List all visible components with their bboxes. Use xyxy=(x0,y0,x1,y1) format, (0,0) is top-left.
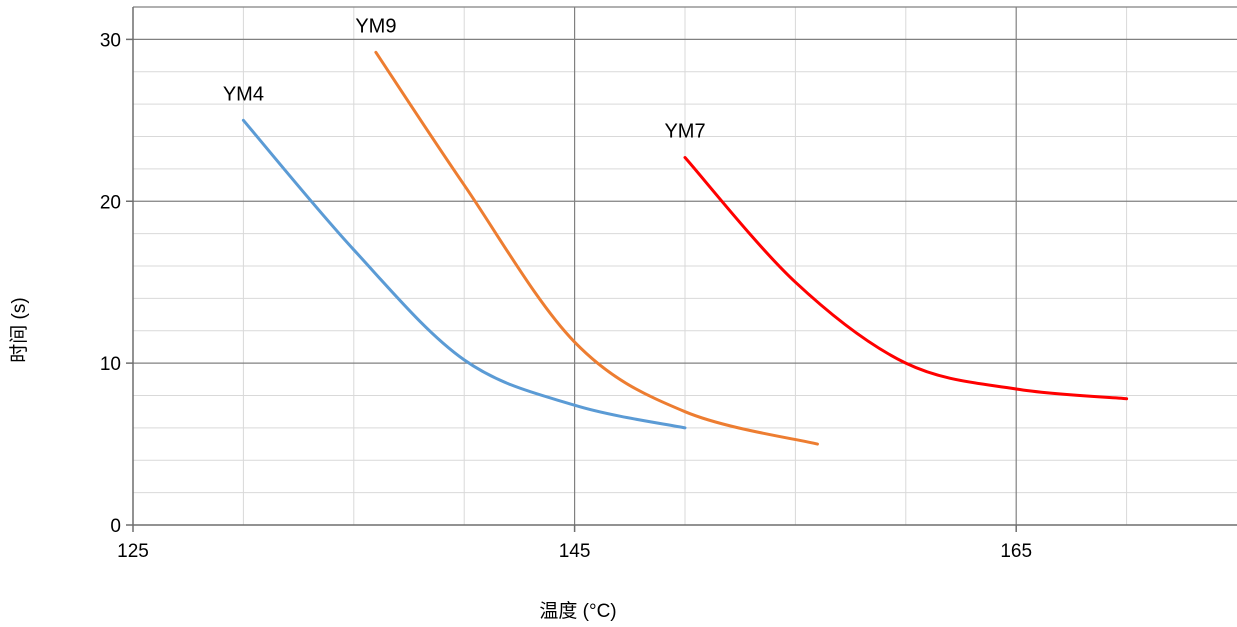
series-line-ym7 xyxy=(683,156,1129,401)
y-tick-label: 20 xyxy=(100,192,121,213)
axes xyxy=(126,7,1237,532)
series-line-ym4 xyxy=(241,118,687,430)
series-lines xyxy=(241,50,1129,446)
x-tick-label: 165 xyxy=(1000,541,1032,562)
y-tick-label: 0 xyxy=(110,516,121,537)
tick-labels: 0 10 20 30 125 145 165 xyxy=(100,30,1032,562)
x-tick-label: 145 xyxy=(559,541,591,562)
series-label-ym4: YM4 xyxy=(223,83,264,105)
x-tick-label: 125 xyxy=(117,541,149,562)
series-line-ym9 xyxy=(374,50,819,446)
major-grid xyxy=(133,6,1237,525)
series-label-ym9: YM9 xyxy=(355,15,396,37)
minor-grid xyxy=(133,6,1237,525)
series-labels: YM4 YM9 YM7 xyxy=(223,15,706,142)
series-label-ym7: YM7 xyxy=(664,121,705,143)
x-axis-title: 温度 (°C) xyxy=(539,600,616,622)
y-tick-label: 30 xyxy=(100,30,121,51)
y-tick-label: 10 xyxy=(100,354,121,375)
y-axis-title: 时间 (s) xyxy=(8,297,30,362)
